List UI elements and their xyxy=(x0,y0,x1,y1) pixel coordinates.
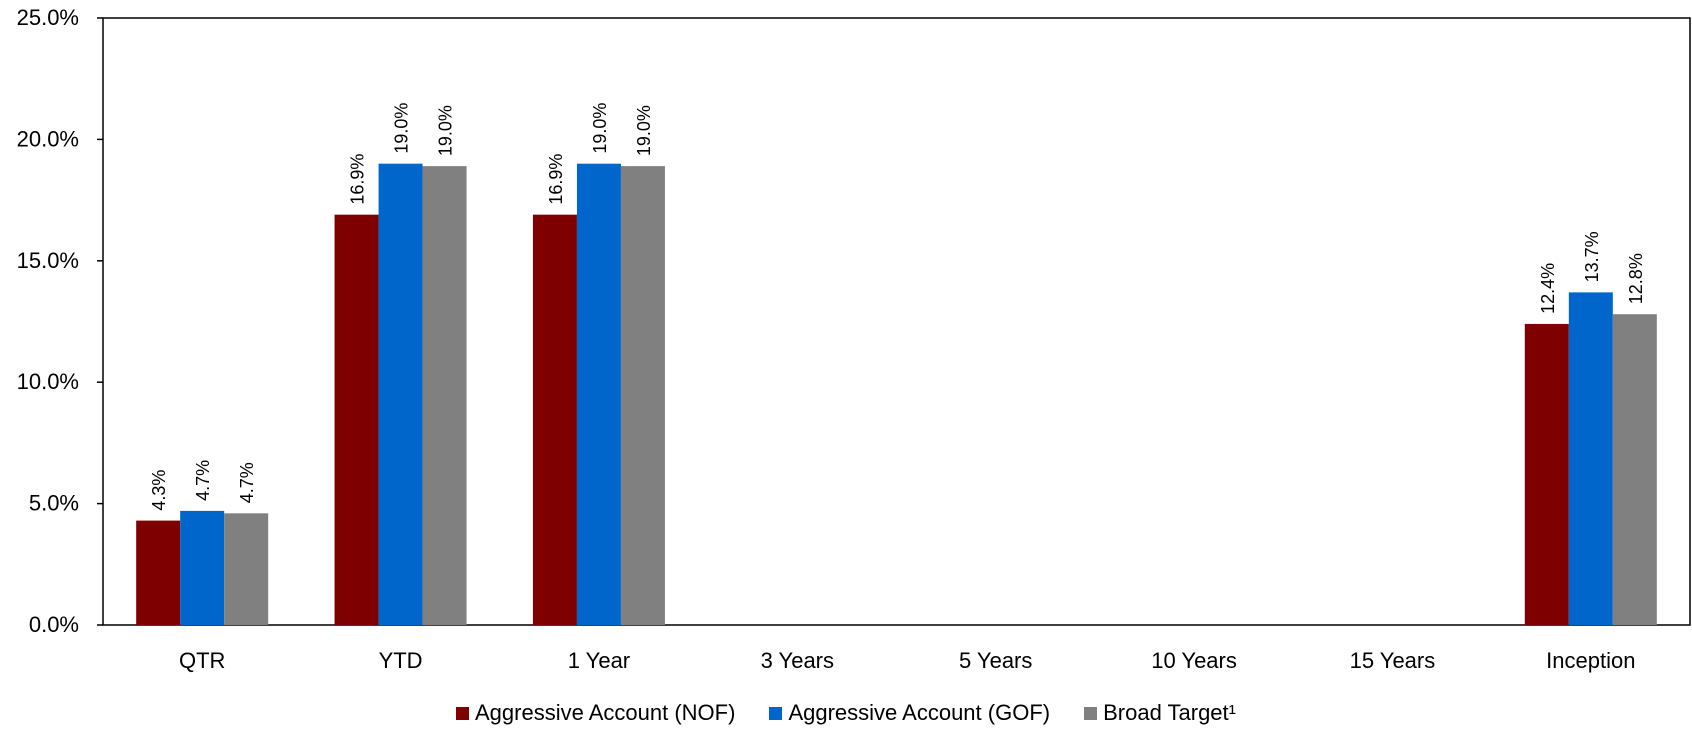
data-label: 19.0% xyxy=(590,103,610,154)
data-label: 16.9% xyxy=(546,154,566,205)
bar xyxy=(1568,292,1613,625)
legend-swatch-broad-target xyxy=(1084,706,1098,720)
y-tick-label: 10.0% xyxy=(17,369,79,394)
y-tick-label: 20.0% xyxy=(17,126,79,151)
legend-label-broad-target: Broad Target¹ xyxy=(1103,700,1236,725)
bar xyxy=(180,510,225,625)
x-tick-label: QTR xyxy=(179,648,225,673)
legend-label-gof: Aggressive Account (GOF) xyxy=(788,700,1051,725)
data-label: 13.7% xyxy=(1582,231,1602,282)
y-tick-label: 15.0% xyxy=(17,248,79,273)
legend-swatch-gof xyxy=(769,706,783,720)
y-tick-label: 0.0% xyxy=(29,612,79,637)
bar xyxy=(224,513,269,625)
bar xyxy=(576,163,621,625)
x-tick-label: YTD xyxy=(379,648,423,673)
x-tick-label: 10 Years xyxy=(1151,648,1237,673)
x-tick-label: 15 Years xyxy=(1350,648,1436,673)
y-tick-label: 5.0% xyxy=(29,491,79,516)
y-tick-label: 25.0% xyxy=(17,5,79,30)
data-label: 4.7% xyxy=(237,462,257,503)
bar xyxy=(1612,314,1657,625)
bar xyxy=(620,166,665,625)
legend-label-nof: Aggressive Account (NOF) xyxy=(475,700,736,725)
x-tick-label: 5 Years xyxy=(959,648,1032,673)
data-label: 12.8% xyxy=(1626,253,1646,304)
data-label: 19.0% xyxy=(634,105,654,156)
x-tick-label: 3 Years xyxy=(761,648,834,673)
data-label: 4.3% xyxy=(149,470,169,511)
bar xyxy=(378,163,423,625)
bar-chart: 0.0% 5.0% 10.0% 15.0% 20.0% 25.0% QTR 4.3% 4.7% 4… xyxy=(17,5,1691,673)
legend-swatch-nof xyxy=(456,706,469,720)
bar xyxy=(334,214,379,625)
bar xyxy=(136,520,181,625)
data-label: 12.4% xyxy=(1538,263,1558,314)
bar xyxy=(532,214,577,625)
x-tick-label: Inception xyxy=(1546,648,1635,673)
data-label: 4.7% xyxy=(193,460,213,501)
legend-item-broad-target: Broad Target¹ xyxy=(1084,700,1236,726)
legend: Aggressive Account (NOF) Aggressive Acco… xyxy=(0,700,1692,726)
bar xyxy=(422,166,467,625)
plot-area-border xyxy=(102,17,1691,626)
bar xyxy=(1524,323,1569,625)
data-label: 19.0% xyxy=(392,103,412,154)
legend-item-gof: Aggressive Account (GOF) xyxy=(769,700,1050,726)
x-tick-label: 1 Year xyxy=(568,648,630,673)
data-label: 16.9% xyxy=(348,154,368,205)
data-label: 19.0% xyxy=(436,105,456,156)
legend-item-nof: Aggressive Account (NOF) xyxy=(456,700,735,726)
